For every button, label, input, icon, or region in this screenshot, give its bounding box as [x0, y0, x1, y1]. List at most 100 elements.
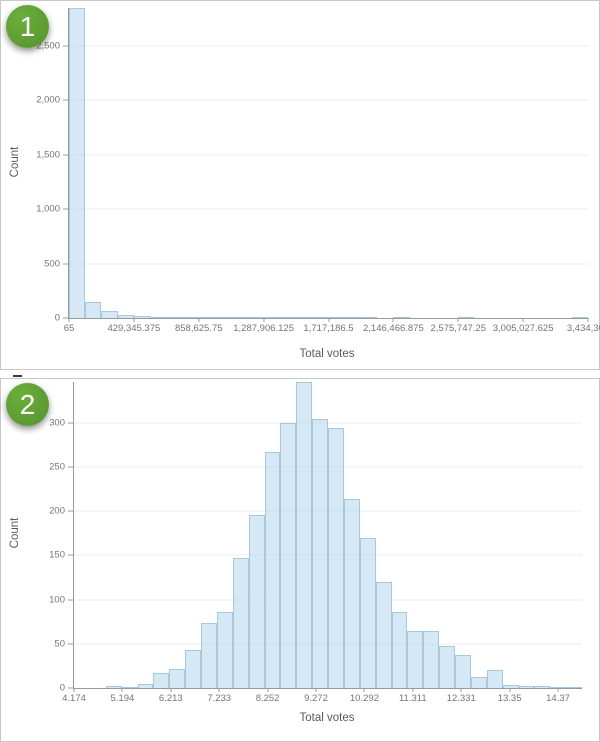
histogram-bar[interactable]	[344, 317, 361, 318]
histogram-bar[interactable]	[169, 668, 186, 688]
y-tick-label: 300	[49, 417, 65, 429]
histogram-bar[interactable]	[423, 631, 440, 688]
histogram-bar[interactable]	[279, 317, 297, 318]
histogram-bar[interactable]	[328, 317, 345, 318]
chart-panel-1: 1 Count 0 500 1,000 1,500 2,000 2,500 65 429,34…	[0, 0, 600, 370]
histogram-bar[interactable]	[375, 581, 392, 688]
histogram-bar[interactable]	[439, 645, 455, 688]
histogram-bar[interactable]	[150, 317, 167, 318]
x-axis-tick	[392, 318, 394, 322]
histogram-bar[interactable]	[486, 670, 503, 688]
x-axis-tick	[457, 318, 459, 322]
histogram-bar[interactable]	[85, 301, 102, 318]
y-tick-label: 500	[44, 258, 60, 269]
histogram-bar[interactable]	[121, 687, 138, 688]
histogram-bar[interactable]	[101, 311, 118, 318]
x-tick-label: 12.331	[446, 693, 476, 704]
x-axis-tick	[587, 318, 589, 322]
x-axis-tick	[557, 688, 559, 692]
histogram-bar[interactable]	[231, 317, 248, 318]
histogram-bar[interactable]	[185, 649, 201, 688]
histogram-bar[interactable]	[133, 316, 151, 318]
chart-panel-2: 2 Count 0 50 100 150 200 250 300 4.174 5.194 6.21…	[0, 378, 600, 742]
x-tick-label: 9.272	[304, 693, 328, 704]
histogram-bar[interactable]	[458, 317, 475, 318]
histogram-bar[interactable]	[296, 317, 313, 318]
histogram-bar[interactable]	[280, 422, 297, 688]
histogram-bar[interactable]	[247, 317, 264, 318]
histogram-bar[interactable]	[216, 611, 233, 688]
histogram-bar[interactable]	[153, 672, 170, 688]
histogram-bar[interactable]	[328, 428, 344, 688]
histogram-bar[interactable]	[201, 623, 217, 688]
histogram-bar[interactable]	[312, 317, 329, 318]
x-axis-tick	[315, 688, 317, 692]
y-axis-title-count-2: Count	[9, 517, 21, 549]
x-tick-label: 1,717,186.5	[303, 323, 354, 334]
histogram-bar[interactable]	[214, 317, 232, 318]
x-tick-label: 6.213	[158, 693, 183, 704]
histogram-bar[interactable]	[198, 317, 215, 318]
x-tick-label: 1,287,906.125	[233, 323, 295, 334]
x-axis-tick	[218, 688, 220, 692]
histogram-bar[interactable]	[232, 558, 249, 688]
histogram-bar[interactable]	[566, 687, 582, 688]
histogram-bar[interactable]	[407, 631, 424, 688]
histogram-bar[interactable]	[534, 686, 551, 688]
x-axis-title-total-votes-2: Total votes	[299, 712, 355, 724]
histogram-bar[interactable]	[182, 317, 199, 318]
histogram-bar[interactable]	[117, 314, 134, 318]
y-tick-label: 1,500	[36, 149, 60, 160]
y-tick-label: 100	[49, 594, 65, 606]
x-axis-tick	[412, 688, 414, 692]
gridline	[69, 208, 588, 210]
y-axis-tick	[63, 263, 69, 264]
histogram-bar[interactable]	[550, 687, 567, 688]
x-axis-tick	[68, 318, 70, 322]
histogram-bar[interactable]	[455, 655, 471, 688]
x-tick-label: 3,005,027.625	[492, 323, 554, 334]
y-tick-label: 2,500	[36, 40, 60, 51]
x-axis-tick	[73, 688, 75, 692]
gridline	[69, 99, 588, 101]
gridline	[69, 154, 588, 155]
histogram-bar[interactable]	[248, 514, 265, 688]
y-axis-tick	[68, 599, 74, 601]
y-tick-label: 1,000	[36, 203, 60, 215]
histogram-bar[interactable]	[391, 611, 408, 688]
histogram-bar[interactable]	[312, 419, 328, 688]
histogram-bar[interactable]	[343, 498, 360, 688]
histogram-bar[interactable]	[263, 317, 280, 318]
histogram-bar[interactable]	[166, 316, 183, 318]
step-badge-1: 1	[6, 5, 49, 48]
x-axis-tick	[509, 688, 511, 692]
histogram-bar[interactable]	[571, 317, 588, 318]
histogram-bar[interactable]	[264, 451, 281, 688]
histogram-bar[interactable]	[518, 686, 535, 688]
histogram-bar[interactable]	[137, 684, 154, 688]
histogram-bar[interactable]	[470, 676, 487, 688]
y-tick-label: 50	[54, 638, 65, 650]
histogram-bar[interactable]	[105, 686, 122, 688]
histogram-bar[interactable]	[296, 382, 313, 688]
y-axis-tick	[68, 554, 74, 556]
histogram-bar[interactable]	[359, 537, 376, 688]
y-tick-label: 250	[49, 461, 65, 473]
gridline	[74, 422, 582, 424]
x-tick-label: 14.37	[546, 693, 570, 704]
y-axis-tick	[63, 154, 69, 155]
histogram-bar[interactable]	[69, 8, 86, 318]
histogram-bar[interactable]	[360, 317, 378, 318]
histogram-bar[interactable]	[393, 317, 410, 318]
x-axis-tick	[170, 688, 172, 692]
y-tick-label: 0	[59, 682, 65, 694]
x-tick-label: 4.174	[62, 693, 86, 704]
x-tick-label: 10.292	[349, 693, 379, 704]
x-tick-label: 2,575,747.25	[430, 323, 486, 334]
x-axis-tick	[363, 688, 365, 692]
x-tick-label: 429,345.375	[107, 323, 161, 334]
x-tick-label: 11.311	[398, 693, 427, 704]
y-axis-title-count-1: Count	[9, 146, 21, 178]
x-axis-tick	[267, 688, 269, 692]
histogram-bar[interactable]	[502, 685, 519, 688]
